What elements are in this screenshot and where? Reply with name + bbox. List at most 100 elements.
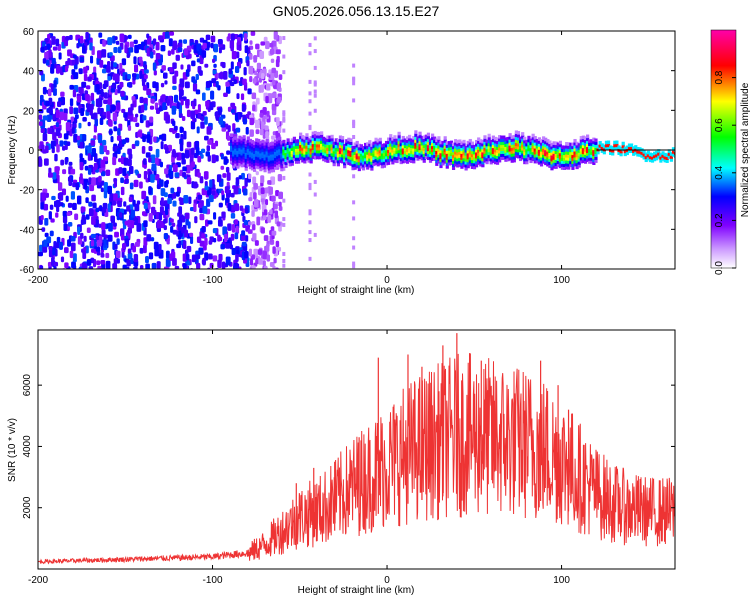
heatmap-cell bbox=[233, 79, 238, 85]
heatmap-cell bbox=[141, 190, 147, 200]
heatmap-cell bbox=[301, 135, 305, 139]
heatmap-cell bbox=[253, 168, 257, 172]
heatmap-cell bbox=[214, 72, 218, 81]
heatmap-cell bbox=[575, 165, 579, 170]
heatmap-cell bbox=[673, 151, 675, 155]
heatmap-cell bbox=[113, 46, 118, 53]
heatmap-cell bbox=[172, 229, 178, 235]
heatmap-cell bbox=[334, 138, 338, 142]
heatmap-cell bbox=[250, 166, 255, 171]
heatmap-cell bbox=[399, 151, 403, 156]
heatmap-cell bbox=[320, 149, 324, 153]
heatmap-cell bbox=[97, 50, 103, 59]
heatmap-cell bbox=[267, 155, 271, 159]
heatmap-cell bbox=[552, 159, 556, 163]
heatmap-cell bbox=[226, 135, 231, 141]
heatmap-cell bbox=[98, 134, 103, 144]
heatmap-cell bbox=[466, 149, 470, 154]
heatmap-cell bbox=[500, 135, 504, 140]
heatmap-cell bbox=[196, 236, 202, 243]
heatmap-cell bbox=[90, 239, 95, 247]
heatmap-cell bbox=[477, 149, 481, 153]
heatmap-cell bbox=[177, 234, 182, 240]
heatmap-cell bbox=[51, 195, 56, 201]
heatmap-cell bbox=[370, 143, 374, 147]
heatmap-cell bbox=[95, 207, 100, 213]
heatmap-cell bbox=[352, 98, 356, 103]
heatmap-cell bbox=[72, 89, 77, 98]
heatmap-cell bbox=[340, 156, 345, 161]
heatmap-cell bbox=[128, 196, 133, 203]
heatmap-cell bbox=[213, 237, 217, 243]
heatmap-cell bbox=[234, 139, 238, 143]
heatmap-cell bbox=[364, 154, 368, 159]
heatmap-cell bbox=[303, 145, 307, 149]
heatmap-cell bbox=[474, 139, 479, 144]
heatmap-cell bbox=[184, 149, 190, 159]
heatmap-cell bbox=[276, 161, 280, 166]
heatmap-cell bbox=[422, 150, 426, 154]
heatmap-cell bbox=[472, 147, 477, 152]
heatmap-cell bbox=[338, 159, 343, 163]
heatmap-cell bbox=[554, 147, 558, 152]
heatmap-cell bbox=[87, 121, 91, 127]
heatmap-cell bbox=[167, 197, 172, 204]
heatmap-cell bbox=[493, 136, 498, 141]
heatmap-cell bbox=[69, 84, 75, 90]
heatmap-cell bbox=[324, 149, 328, 154]
heatmap-cell bbox=[282, 166, 286, 171]
heatmap-cell bbox=[491, 153, 495, 157]
heatmap-cell bbox=[143, 202, 148, 210]
heatmap-cell bbox=[378, 161, 382, 166]
heatmap-cell bbox=[447, 144, 451, 148]
heatmap-cell bbox=[261, 151, 265, 156]
heatmap-cell bbox=[535, 153, 539, 158]
heatmap-cell bbox=[474, 142, 479, 147]
heatmap-cell bbox=[155, 41, 160, 51]
heatmap-cell bbox=[299, 141, 303, 146]
heatmap-cell bbox=[581, 141, 586, 146]
heatmap-cell bbox=[592, 143, 596, 148]
heatmap-cell bbox=[280, 164, 284, 169]
heatmap-cell bbox=[558, 146, 562, 151]
heatmap-cell bbox=[313, 179, 317, 184]
heatmap-cell bbox=[340, 147, 345, 152]
heatmap-cell bbox=[244, 206, 248, 212]
heatmap-cell bbox=[352, 81, 356, 86]
heatmap-cell bbox=[579, 141, 583, 146]
heatmap-cell bbox=[502, 147, 506, 152]
heatmap-cell bbox=[116, 135, 122, 141]
heatmap-cell bbox=[581, 156, 586, 161]
heatmap-cell bbox=[222, 173, 227, 178]
heatmap-cell bbox=[269, 209, 273, 215]
heatmap-cell bbox=[569, 157, 573, 162]
heatmap-cell bbox=[376, 150, 380, 155]
heatmap-cell bbox=[257, 159, 261, 164]
heatmap-cell bbox=[259, 112, 264, 118]
heatmap-cell bbox=[653, 154, 657, 159]
heatmap-cell bbox=[282, 251, 286, 256]
heatmap-cell bbox=[510, 147, 514, 151]
heatmap-cell bbox=[407, 152, 412, 157]
heatmap-cell bbox=[38, 251, 43, 257]
heatmap-cell bbox=[352, 245, 356, 250]
heatmap-cell bbox=[222, 70, 228, 80]
heatmap-cell bbox=[328, 144, 332, 149]
heatmap-cell bbox=[518, 139, 523, 144]
heatmap-cell bbox=[531, 136, 535, 141]
heatmap-cell bbox=[328, 135, 332, 140]
heatmap-cell bbox=[85, 85, 91, 90]
heatmap-cell bbox=[529, 153, 533, 158]
heatmap-cell bbox=[481, 151, 485, 156]
heatmap-cell bbox=[487, 154, 491, 159]
heatmap-cell bbox=[562, 157, 567, 162]
heatmap-cell bbox=[191, 60, 196, 67]
heatmap-cell bbox=[227, 125, 231, 133]
heatmap-cell bbox=[236, 93, 240, 100]
heatmap-cell bbox=[103, 145, 108, 153]
heatmap-cell bbox=[234, 203, 240, 212]
heatmap-cell bbox=[263, 162, 267, 167]
heatmap-cell bbox=[353, 148, 357, 152]
heatmap-cell bbox=[498, 135, 502, 139]
heatmap-cell bbox=[370, 158, 374, 162]
